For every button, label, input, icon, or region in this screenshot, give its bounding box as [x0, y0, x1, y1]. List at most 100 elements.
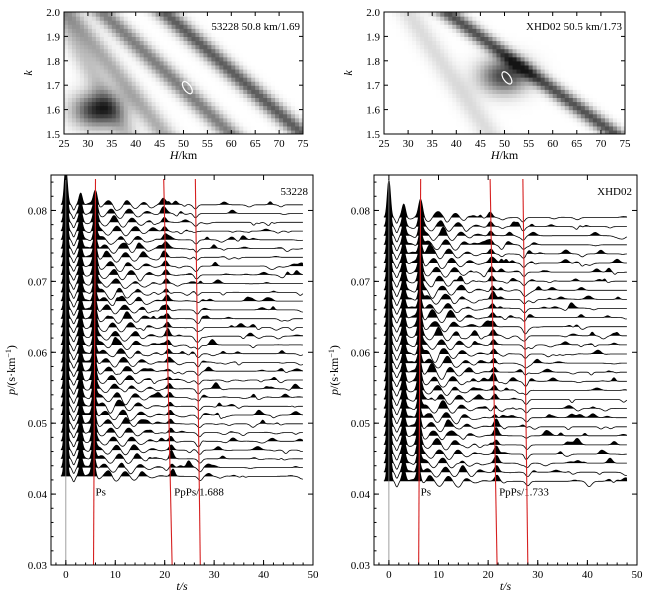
y-tick-label: 1.7	[366, 80, 380, 92]
trace-line	[60, 281, 303, 325]
y-tick-label: 2.0	[46, 7, 60, 19]
x-tick-label: 30	[82, 138, 94, 150]
y-axis-label: k	[21, 70, 35, 76]
trace-line	[60, 351, 303, 395]
trace-line	[383, 179, 627, 224]
best-fit-ellipse	[501, 71, 513, 85]
x-tick-label: 70	[274, 138, 286, 150]
heatmap-panel-1: 25 30 35 40 45 50 55 60 65 70 75 1.5 1.6 1.7 1.8 1.9 2.0…	[341, 7, 631, 162]
station-label: XHD02	[597, 186, 632, 198]
x-tick-label: 75	[298, 138, 310, 150]
trace-line	[60, 202, 304, 247]
y-tick-label: 0.08	[28, 205, 48, 217]
best-fit-ellipse	[181, 80, 193, 95]
trace-line	[383, 279, 627, 324]
y-tick-label: 0.03	[351, 560, 371, 572]
y-axis-label: k	[341, 70, 355, 76]
x-tick-label: 35	[427, 138, 439, 150]
x-tick-label: 30	[403, 138, 415, 150]
trace-line	[60, 325, 304, 369]
trace-group	[383, 179, 628, 488]
trace-line	[60, 229, 304, 273]
trace-line	[60, 439, 303, 483]
trace-line	[383, 187, 627, 234]
x-tick-label: 50	[499, 138, 511, 150]
trace-line	[60, 185, 303, 229]
trace-line	[60, 263, 303, 308]
y-tick-label: 0.05	[28, 418, 48, 430]
x-tick-label: 20	[483, 569, 495, 581]
x-tick-label: 40	[130, 138, 142, 150]
x-tick-label: 50	[178, 138, 190, 150]
trace-line	[60, 430, 303, 475]
trace-line	[60, 299, 303, 343]
x-tick-label: 65	[571, 138, 583, 150]
trace-line	[60, 395, 303, 439]
y-tick-label: 0.04	[351, 489, 371, 501]
phase-line-2	[522, 178, 529, 566]
trace-line	[60, 255, 304, 300]
x-tick-label: 70	[595, 138, 607, 150]
station-annotation: XHD02 50.5 km/1.73	[526, 21, 622, 33]
trace-line	[383, 433, 627, 479]
trace-line	[383, 306, 627, 352]
y-tick-label: 1.5	[46, 129, 60, 141]
plot-frame	[373, 174, 638, 566]
y-tick-label: 1.6	[46, 105, 60, 117]
trace-line	[60, 307, 303, 352]
trace-line	[383, 351, 628, 397]
trace-line	[60, 360, 303, 406]
y-tick-label: 1.8	[366, 56, 380, 68]
phase-line-2	[194, 178, 201, 566]
trace-line	[383, 406, 627, 451]
x-tick-label: 25	[59, 138, 71, 150]
y-tick-label: 1.9	[366, 31, 380, 43]
y-tick-label: 0.07	[351, 276, 371, 288]
phase-line-1	[489, 178, 498, 566]
trace-line	[383, 206, 627, 252]
x-tick-label: 30	[209, 569, 221, 581]
x-tick-label: 40	[258, 569, 270, 581]
trace-line	[60, 404, 304, 448]
y-tick-label: 0.06	[351, 347, 371, 359]
trace-line	[383, 378, 627, 425]
phase-label: Ps	[96, 487, 106, 499]
x-axis-label: t/s	[176, 579, 188, 593]
trace-panel-3: Ps PpPs/1.733 0 10 20 30 40 50 0.03 0.04 0.05 0.06 0…	[327, 174, 644, 593]
y-tick-label: 0.03	[28, 560, 48, 572]
station-label: 53228	[281, 186, 309, 198]
trace-line	[383, 196, 628, 243]
phase-line-0	[418, 178, 422, 566]
trace-line	[383, 324, 627, 370]
trace-line	[60, 412, 303, 457]
trace-line	[383, 315, 627, 363]
trace-line	[383, 360, 628, 406]
x-tick-label: 45	[154, 138, 166, 150]
y-tick-label: 0.06	[28, 347, 48, 359]
trace-line	[60, 175, 303, 211]
trace-group	[60, 175, 304, 483]
trace-line	[383, 242, 627, 288]
trace-line	[60, 334, 304, 377]
trace-line	[60, 316, 304, 361]
trace-line	[383, 215, 627, 260]
x-tick-label: 75	[620, 138, 632, 150]
trace-line	[60, 421, 303, 466]
trace-line	[383, 397, 628, 442]
x-tick-label: 50	[632, 569, 644, 581]
y-axis-label: p/(s·km−1)	[327, 345, 342, 396]
trace-line	[60, 290, 303, 334]
heatmap-cells	[64, 12, 303, 134]
trace-line	[383, 369, 627, 416]
trace-line	[60, 368, 303, 414]
y-tick-label: 0.08	[351, 205, 371, 217]
x-tick-label: 55	[523, 138, 535, 150]
heatmap-panel-0: 25 30 35 40 45 50 55 60 65 70 75 1.5 1.6 1.7 1.8 1.9 2.0…	[21, 7, 309, 162]
trace-line	[60, 342, 303, 386]
trace-line	[383, 260, 627, 307]
x-tick-label: 50	[308, 569, 320, 581]
trace-line	[383, 388, 627, 433]
y-tick-label: 1.7	[46, 80, 60, 92]
trace-line	[60, 272, 303, 316]
